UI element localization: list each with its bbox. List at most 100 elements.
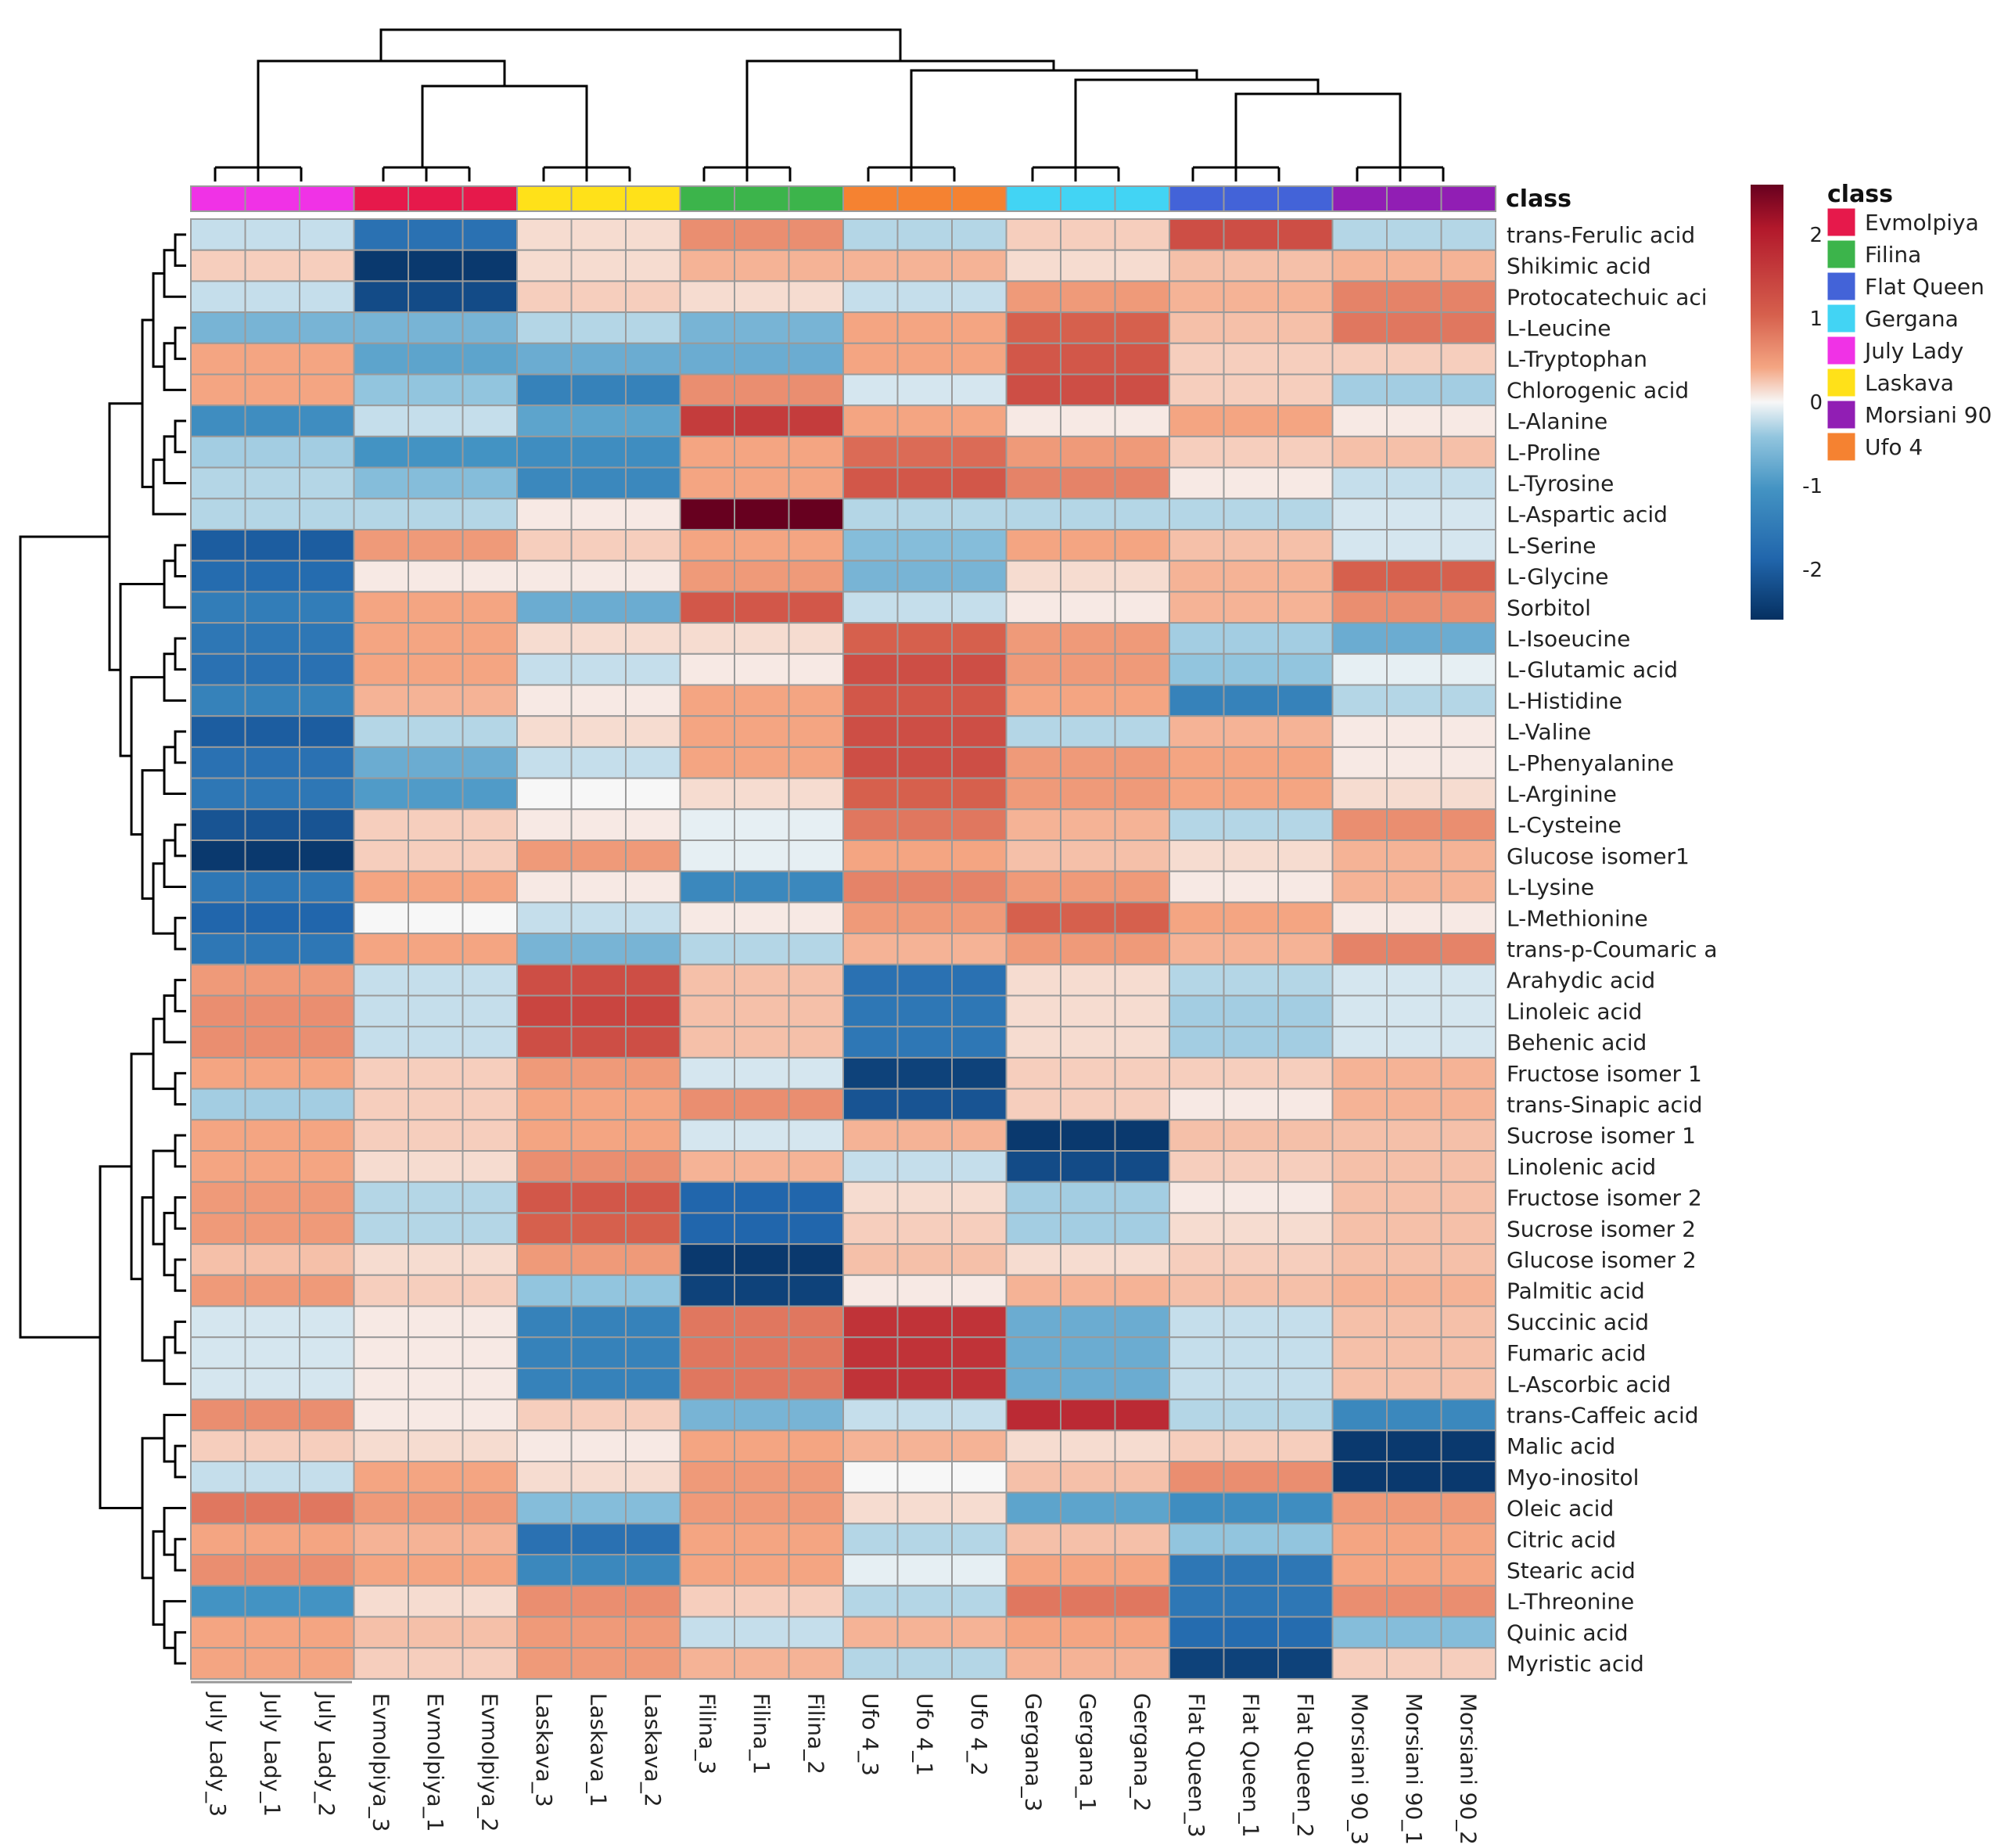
heatmap-cell — [734, 466, 790, 500]
heatmap-cell — [1005, 591, 1061, 624]
heatmap-cell — [244, 1150, 300, 1183]
heatmap-cell — [516, 1305, 573, 1339]
row-dendrogram — [19, 233, 186, 1665]
heatmap-cell — [625, 435, 681, 469]
heatmap-cell — [408, 342, 464, 376]
heatmap-cell — [462, 1616, 518, 1649]
heatmap-cell — [1331, 1491, 1388, 1525]
heatmap-cell — [1331, 808, 1388, 842]
heatmap-cell — [1060, 777, 1116, 811]
heatmap-cell — [1223, 1088, 1279, 1121]
heatmap-cell — [299, 715, 355, 748]
heatmap-cell — [842, 870, 899, 904]
heatmap-cell — [788, 622, 844, 655]
heatmap-cell — [1169, 1398, 1225, 1432]
heatmap-cell — [625, 1181, 681, 1214]
heatmap-cell — [1114, 1119, 1170, 1152]
row-label: L-Alanine — [1507, 408, 1607, 434]
heatmap-cell — [1169, 373, 1225, 407]
heatmap-cell — [842, 1150, 899, 1183]
heatmap-cell — [190, 994, 246, 1028]
heatmap-cell — [1386, 1119, 1442, 1152]
heatmap-cell — [299, 1616, 355, 1649]
heatmap-cell — [1169, 218, 1225, 251]
heatmap-cell — [1169, 653, 1225, 686]
heatmap-cell — [679, 435, 735, 469]
heatmap-cell — [353, 870, 409, 904]
heatmap-cell — [1169, 1554, 1225, 1587]
heatmap-cell — [788, 901, 844, 935]
heatmap-cell — [353, 1491, 409, 1525]
heatmap-cell — [1277, 591, 1334, 624]
heatmap-cell — [1223, 1647, 1279, 1680]
heatmap-cell — [190, 1274, 246, 1307]
heatmap-cell — [1386, 933, 1442, 965]
heatmap-cell — [570, 1212, 627, 1246]
heatmap-cell — [842, 249, 899, 282]
class-legend-label: Ufo 4 — [1865, 434, 1923, 460]
heatmap-cell — [951, 373, 1008, 407]
heatmap-cell — [353, 746, 409, 779]
heatmap-cell — [353, 963, 409, 997]
heatmap-cell — [1005, 1367, 1061, 1400]
heatmap-cell — [244, 466, 300, 500]
heatmap-cell — [1114, 746, 1170, 779]
heatmap-cell — [462, 1336, 518, 1369]
heatmap-cell — [625, 1088, 681, 1121]
heatmap-cell — [788, 653, 844, 686]
heatmap-cell — [1386, 559, 1442, 593]
heatmap-cell — [353, 1150, 409, 1183]
heatmap-cell — [788, 870, 844, 904]
row-dendrogram-branch — [163, 1211, 175, 1277]
heatmap-cell — [244, 1616, 300, 1649]
heatmap-cell — [1386, 1616, 1442, 1649]
class-legend-swatch — [1826, 207, 1856, 237]
heatmap-cell — [1114, 1274, 1170, 1307]
heatmap-cell — [734, 1212, 790, 1246]
heatmap-cell — [408, 1119, 464, 1152]
heatmap-cell — [462, 404, 518, 437]
heatmap-cell — [1223, 1305, 1279, 1339]
heatmap-cell — [353, 808, 409, 842]
heatmap-cell — [788, 1523, 844, 1556]
heatmap-cell — [1277, 933, 1334, 965]
heatmap-cell — [190, 466, 246, 500]
heatmap-cell — [1114, 311, 1170, 344]
heatmap-cell — [516, 435, 573, 469]
heatmap-cell — [734, 498, 790, 530]
heatmap-cell — [299, 1056, 355, 1090]
heatmap-cell — [1114, 1584, 1170, 1618]
heatmap-cell — [244, 901, 300, 935]
row-label: Oleic acid — [1507, 1496, 1614, 1522]
heatmap-cell — [1386, 1584, 1442, 1618]
row-label: L-Serine — [1507, 533, 1596, 559]
heatmap-cell — [1440, 715, 1496, 748]
heatmap-cell — [244, 1088, 300, 1121]
heatmap-cell — [1440, 342, 1496, 376]
heatmap-cell — [1386, 1491, 1442, 1525]
heatmap-cell — [1223, 1491, 1279, 1525]
heatmap-cell — [679, 466, 735, 500]
heatmap-cell — [679, 1119, 735, 1152]
heatmap-cell — [244, 994, 300, 1028]
heatmap-cell — [1223, 746, 1279, 779]
heatmap-cell — [1440, 218, 1496, 251]
heatmap-cell — [625, 529, 681, 562]
annotation-cell — [1060, 185, 1116, 212]
heatmap-cell — [842, 684, 899, 717]
heatmap-cell — [1114, 529, 1170, 562]
heatmap-cell — [679, 840, 735, 872]
heatmap-cell — [734, 559, 790, 593]
heatmap-cell — [570, 994, 627, 1028]
row-label: trans-Ferulic acid — [1507, 222, 1695, 248]
heatmap-cell — [190, 684, 246, 717]
heatmap-cell — [190, 840, 246, 872]
heatmap-cell — [896, 591, 953, 624]
heatmap-cell — [1005, 963, 1061, 997]
heatmap-cell — [462, 435, 518, 469]
heatmap-cell — [1169, 1584, 1225, 1618]
annotation-cell — [244, 185, 300, 212]
heatmap-cell — [679, 1336, 735, 1369]
heatmap-cell — [244, 1212, 300, 1246]
heatmap-cell — [516, 1056, 573, 1090]
